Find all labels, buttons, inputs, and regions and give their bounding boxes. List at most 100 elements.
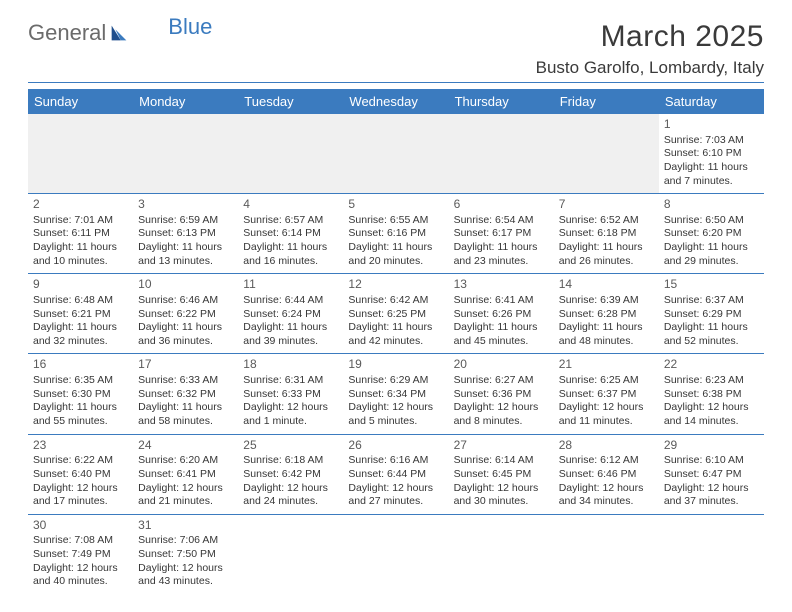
day-cell: 12Sunrise: 6:42 AMSunset: 6:25 PMDayligh… <box>343 274 448 353</box>
day-cell: 30Sunrise: 7:08 AMSunset: 7:49 PMDayligh… <box>28 515 133 594</box>
day-cell: 22Sunrise: 6:23 AMSunset: 6:38 PMDayligh… <box>659 354 764 433</box>
brand-name-1: General <box>28 20 106 46</box>
sunrise-text: Sunrise: 6:48 AM <box>33 294 128 308</box>
daylight-text: Daylight: 12 hours and 30 minutes. <box>454 482 549 509</box>
day-cell: 25Sunrise: 6:18 AMSunset: 6:42 PMDayligh… <box>238 435 343 514</box>
day-number: 14 <box>559 277 654 293</box>
sunset-text: Sunset: 6:22 PM <box>138 308 233 322</box>
sunset-text: Sunset: 6:10 PM <box>664 147 759 161</box>
day-cell: 24Sunrise: 6:20 AMSunset: 6:41 PMDayligh… <box>133 435 238 514</box>
sunset-text: Sunset: 6:30 PM <box>33 388 128 402</box>
sunset-text: Sunset: 6:40 PM <box>33 468 128 482</box>
daylight-text: Daylight: 11 hours and 10 minutes. <box>33 241 128 268</box>
sunrise-text: Sunrise: 6:25 AM <box>559 374 654 388</box>
day-cell <box>554 114 659 193</box>
day-number: 9 <box>33 277 128 293</box>
sunrise-text: Sunrise: 7:03 AM <box>664 134 759 148</box>
day-number: 15 <box>664 277 759 293</box>
sunrise-text: Sunrise: 7:06 AM <box>138 534 233 548</box>
page: General Blue March 2025 Busto Garolfo, L… <box>0 0 792 606</box>
sunset-text: Sunset: 6:32 PM <box>138 388 233 402</box>
day-cell: 5Sunrise: 6:55 AMSunset: 6:16 PMDaylight… <box>343 194 448 273</box>
day-cell: 2Sunrise: 7:01 AMSunset: 6:11 PMDaylight… <box>28 194 133 273</box>
day-number: 17 <box>138 357 233 373</box>
day-cell: 9Sunrise: 6:48 AMSunset: 6:21 PMDaylight… <box>28 274 133 353</box>
sunrise-text: Sunrise: 6:52 AM <box>559 214 654 228</box>
day-number: 30 <box>33 518 128 534</box>
weekday-sun: Sunday <box>28 89 133 114</box>
day-cell: 28Sunrise: 6:12 AMSunset: 6:46 PMDayligh… <box>554 435 659 514</box>
daylight-text: Daylight: 11 hours and 45 minutes. <box>454 321 549 348</box>
sunset-text: Sunset: 6:41 PM <box>138 468 233 482</box>
daylight-text: Daylight: 12 hours and 5 minutes. <box>348 401 443 428</box>
weekday-sat: Saturday <box>659 89 764 114</box>
day-cell <box>659 515 764 594</box>
day-cell <box>343 114 448 193</box>
day-cell <box>238 114 343 193</box>
day-cell: 26Sunrise: 6:16 AMSunset: 6:44 PMDayligh… <box>343 435 448 514</box>
sunset-text: Sunset: 6:36 PM <box>454 388 549 402</box>
sunset-text: Sunset: 6:46 PM <box>559 468 654 482</box>
sunset-text: Sunset: 6:16 PM <box>348 227 443 241</box>
week-row: 1Sunrise: 7:03 AMSunset: 6:10 PMDaylight… <box>28 114 764 194</box>
day-cell <box>343 515 448 594</box>
week-row: 23Sunrise: 6:22 AMSunset: 6:40 PM Dayligh… <box>28 435 764 515</box>
day-number: 29 <box>664 438 759 454</box>
daylight-text: Daylight: 12 hours and 24 minutes. <box>243 482 338 509</box>
daylight-text: Daylight: 12 hours and 37 minutes. <box>664 482 759 509</box>
weekday-wed: Wednesday <box>343 89 448 114</box>
sunset-text: Sunset: 6:38 PM <box>664 388 759 402</box>
sunset-text: Sunset: 6:29 PM <box>664 308 759 322</box>
weekday-mon: Monday <box>133 89 238 114</box>
day-cell <box>554 515 659 594</box>
sunrise-text: Sunrise: 6:12 AM <box>559 454 654 468</box>
day-number: 27 <box>454 438 549 454</box>
sunrise-text: Sunrise: 6:10 AM <box>664 454 759 468</box>
sunrise-text: Sunrise: 6:29 AM <box>348 374 443 388</box>
daylight-text: Daylight: 11 hours and 20 minutes. <box>348 241 443 268</box>
weeks-container: 1Sunrise: 7:03 AMSunset: 6:10 PMDaylight… <box>28 114 764 594</box>
sunset-text: Sunset: 6:20 PM <box>664 227 759 241</box>
day-number: 16 <box>33 357 128 373</box>
daylight-text: Daylight: 12 hours and 11 minutes. <box>559 401 654 428</box>
week-row: 16Sunrise: 6:35 AMSunset: 6:30 PMDayligh… <box>28 354 764 434</box>
day-number: 12 <box>348 277 443 293</box>
sunrise-text: Sunrise: 7:01 AM <box>33 214 128 228</box>
sunset-text: Sunset: 6:13 PM <box>138 227 233 241</box>
sunset-text: Sunset: 6:28 PM <box>559 308 654 322</box>
day-cell: 17Sunrise: 6:33 AMSunset: 6:32 PMDayligh… <box>133 354 238 433</box>
sunset-text: Sunset: 6:44 PM <box>348 468 443 482</box>
week-row: 2Sunrise: 7:01 AMSunset: 6:11 PMDaylight… <box>28 194 764 274</box>
day-cell: 6Sunrise: 6:54 AMSunset: 6:17 PMDaylight… <box>449 194 554 273</box>
day-number: 21 <box>559 357 654 373</box>
daylight-text: Daylight: 12 hours and 14 minutes. <box>664 401 759 428</box>
daylight-text: Daylight: 11 hours and 52 minutes. <box>664 321 759 348</box>
week-row: 9Sunrise: 6:48 AMSunset: 6:21 PMDaylight… <box>28 274 764 354</box>
sunset-text: Sunset: 6:11 PM <box>33 227 128 241</box>
week-row: 30Sunrise: 7:08 AMSunset: 7:49 PMDayligh… <box>28 515 764 594</box>
day-number: 3 <box>138 197 233 213</box>
day-cell: 29Sunrise: 6:10 AMSunset: 6:47 PMDayligh… <box>659 435 764 514</box>
sunrise-text: Sunrise: 6:20 AM <box>138 454 233 468</box>
sunset-text: Sunset: 6:37 PM <box>559 388 654 402</box>
daylight-text: Daylight: 12 hours and 34 minutes. <box>559 482 654 509</box>
sunrise-text: Sunrise: 6:16 AM <box>348 454 443 468</box>
day-number: 28 <box>559 438 654 454</box>
weekday-header: Sunday Monday Tuesday Wednesday Thursday… <box>28 89 764 114</box>
brand-logo: General Blue <box>28 20 212 46</box>
day-number: 23 <box>33 438 128 454</box>
brand-name-2: Blue <box>168 14 212 40</box>
sunset-text: Sunset: 6:33 PM <box>243 388 338 402</box>
sunrise-text: Sunrise: 6:54 AM <box>454 214 549 228</box>
sunrise-text: Sunrise: 6:44 AM <box>243 294 338 308</box>
sunset-text: Sunset: 6:17 PM <box>454 227 549 241</box>
daylight-text: Daylight: 12 hours and 1 minute. <box>243 401 338 428</box>
day-cell <box>133 114 238 193</box>
sunrise-text: Sunrise: 6:23 AM <box>664 374 759 388</box>
weekday-fri: Friday <box>554 89 659 114</box>
day-number: 2 <box>33 197 128 213</box>
sunrise-text: Sunrise: 6:22 AM <box>33 454 128 468</box>
day-number: 5 <box>348 197 443 213</box>
sail-icon <box>108 22 130 44</box>
day-cell: 31Sunrise: 7:06 AMSunset: 7:50 PMDayligh… <box>133 515 238 594</box>
